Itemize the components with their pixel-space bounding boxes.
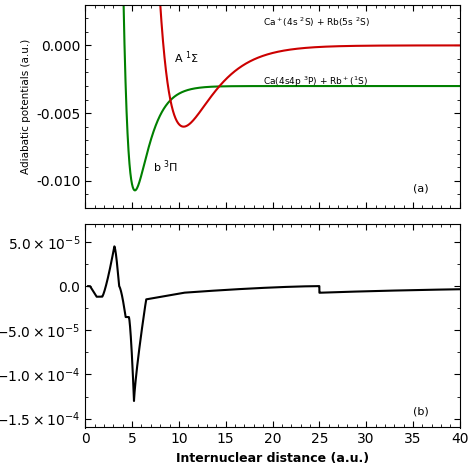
- Text: (b): (b): [413, 406, 428, 416]
- Text: b $^3\Pi$: b $^3\Pi$: [153, 158, 178, 175]
- Text: A $^1\Sigma$: A $^1\Sigma$: [174, 50, 199, 66]
- Text: (a): (a): [413, 184, 428, 194]
- Text: Ca(4s4p $^3$P) + Rb$^+$($^1$S): Ca(4s4p $^3$P) + Rb$^+$($^1$S): [263, 75, 368, 89]
- Text: Ca$^+$(4s $^2$S) + Rb(5s $^2$S): Ca$^+$(4s $^2$S) + Rb(5s $^2$S): [263, 16, 370, 29]
- X-axis label: Internuclear distance (a.u.): Internuclear distance (a.u.): [176, 452, 369, 465]
- Y-axis label: Adiabatic potentials (a.u.): Adiabatic potentials (a.u.): [20, 39, 30, 174]
